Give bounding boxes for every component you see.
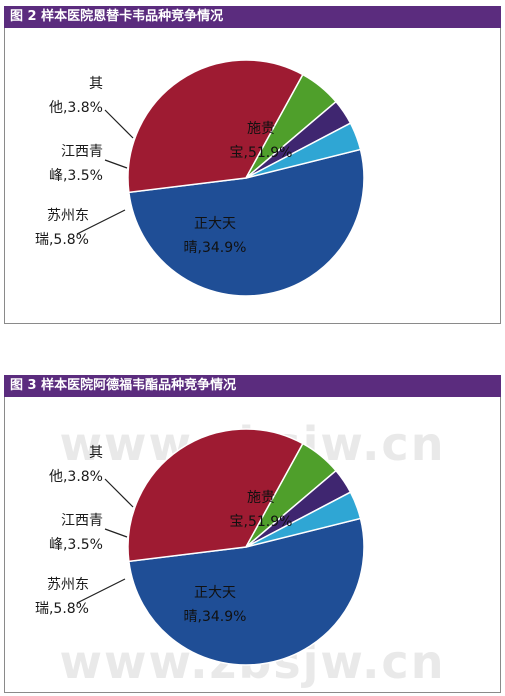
leader-line-5 [104,109,134,139]
slice-label-5-line-2: 他,3.8% [49,469,103,485]
pie-slice-1 [128,517,365,666]
slice-label-1-line-1: 施贵 [247,490,275,506]
slice-label-3-line-2: 瑞,5.8% [35,601,89,617]
slice-label-5-line-1: 其 [89,445,103,461]
leader-line-4 [104,159,128,169]
pie-slice-2 [127,428,304,563]
slice-label-4-line-1: 江西青 [61,144,103,160]
figure-2-panel: 施贵宝,51.9% 正大天晴,34.9% 苏州东瑞,5.8% 江西青峰,3.5% 其他,… [4,28,501,324]
figure-2-title: 图 2 样本医院恩替卡韦品种竞争情况 [4,6,501,28]
leader-line-3 [76,209,126,235]
slice-label-5-line-1: 其 [89,76,103,92]
pie-slice-5 [245,122,362,179]
slice-label-3-line-1: 苏州东 [47,577,89,593]
leader-line-3 [76,578,126,604]
slice-label-3-line-2: 瑞,5.8% [35,232,89,248]
slice-label-4-line-1: 江西青 [61,513,103,529]
pie-slice-2 [127,59,304,194]
slice-label-4-line-2: 峰,3.5% [49,168,103,184]
slice-label-2-line-1: 正大天 [194,585,236,601]
figure-2: 图 2 样本医院恩替卡韦品种竞争情况 施贵宝,51.9% 正大天晴,34.9% 苏州… [4,6,501,324]
figure-3-panel: www.zbsjw.cn www.zbsjw.cn 施贵宝,51.9%正大天晴,… [4,397,501,693]
figure-3: 图 3 样本医院阿德福韦酯品种竞争情况 www.zbsjw.cn www.zbs… [4,375,501,693]
slice-label-5-line-2: 他,3.8% [49,100,103,116]
slice-label-2-line-1: 正大天 [194,216,236,232]
leader-line-5 [104,478,134,508]
leader-line-4 [104,528,128,538]
pie-slice-1 [128,148,365,297]
figure-3-title: 图 3 样本医院阿德福韦酯品种竞争情况 [4,375,501,397]
slice-label-3-line-1: 苏州东 [47,208,89,224]
slice-label-2-line-2: 晴,34.9% [184,240,247,256]
slice-label-1-line-1: 施贵 [247,121,275,137]
slice-label-1-line-2: 宝,51.9% [230,514,293,530]
pie-slice-5 [245,491,362,548]
slice-label-2-line-2: 晴,34.9% [184,609,247,625]
slice-label-1-line-2: 宝,51.9% [230,145,293,161]
slice-label-4-line-2: 峰,3.5% [49,537,103,553]
